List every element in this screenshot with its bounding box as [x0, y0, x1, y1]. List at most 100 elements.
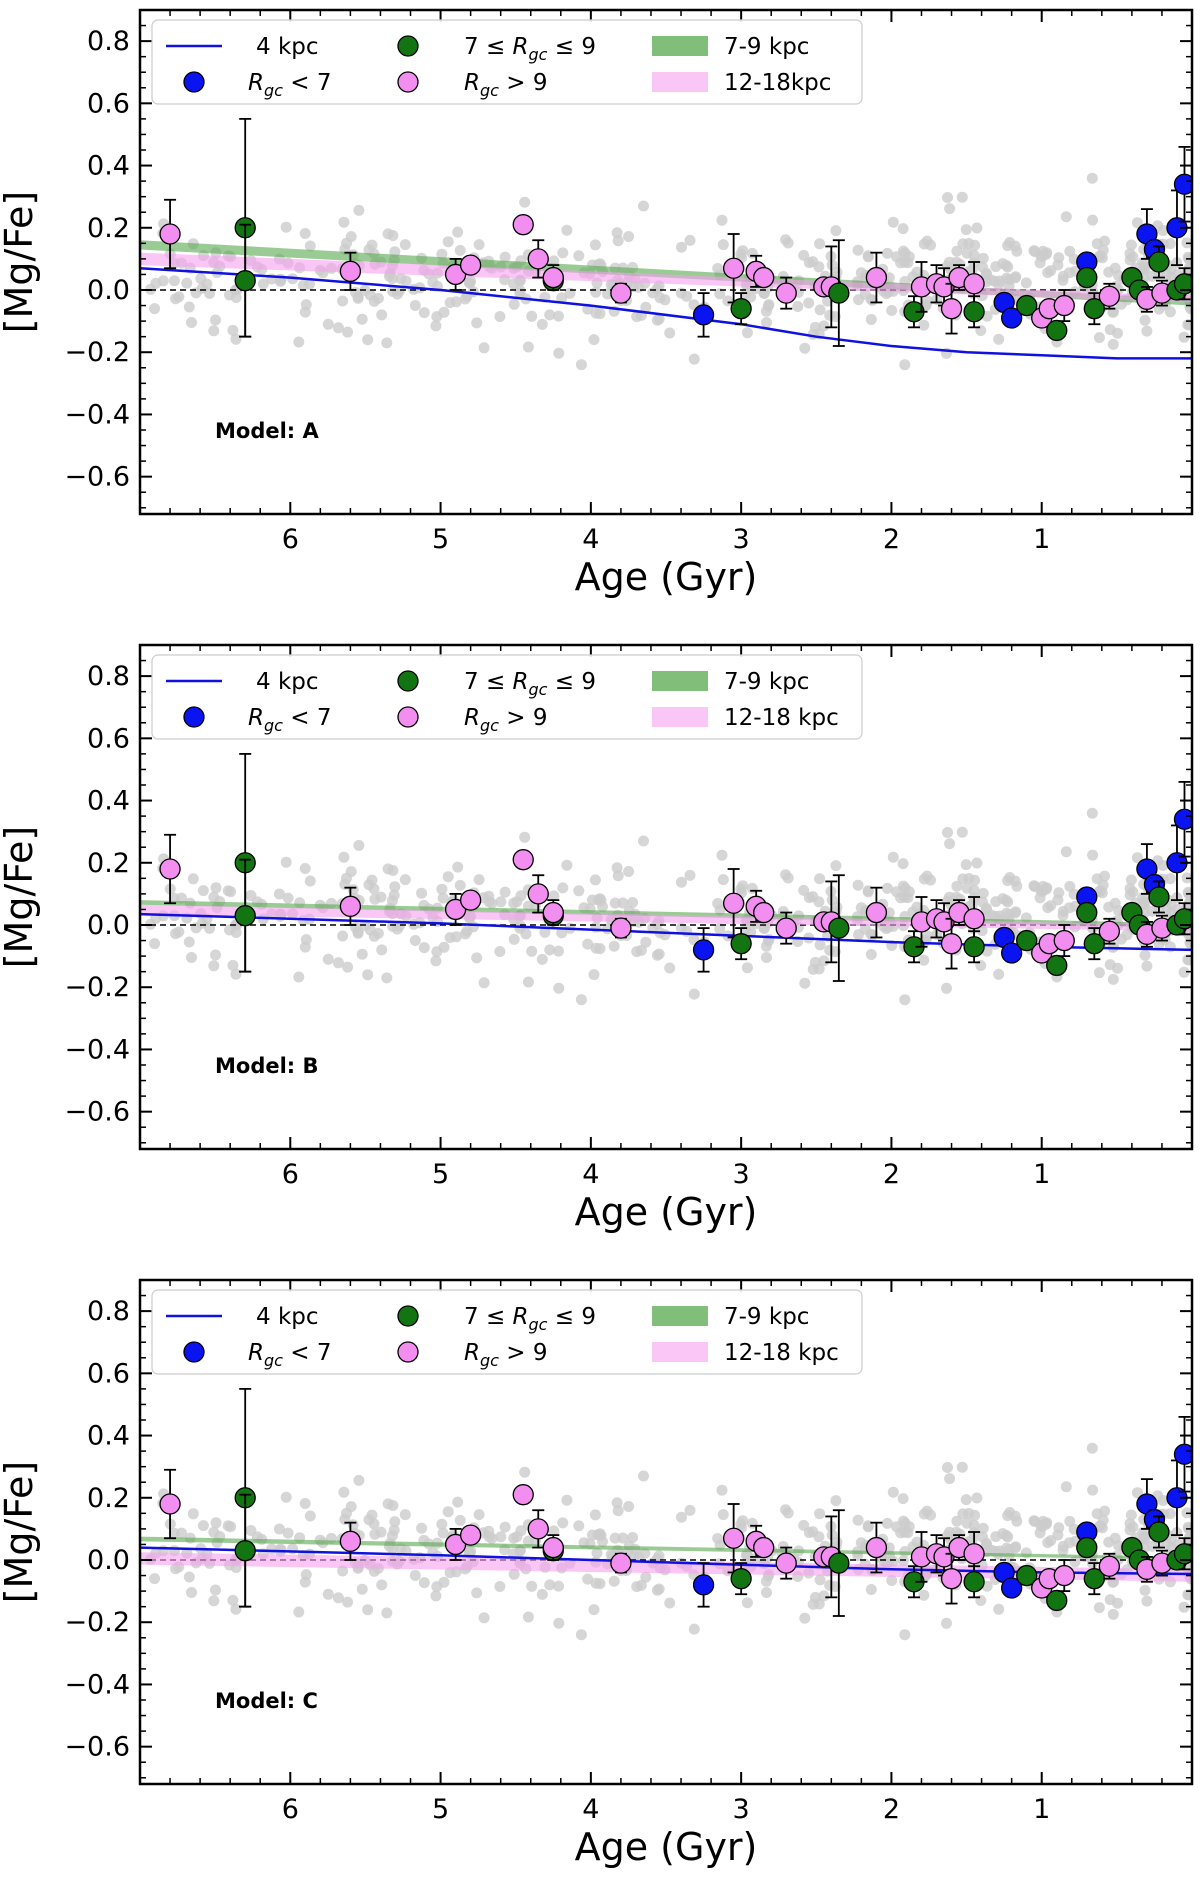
background-star-point	[714, 1539, 726, 1551]
plot-area	[140, 1387, 1192, 1641]
background-star-point	[186, 952, 197, 963]
background-star-point	[376, 1579, 388, 1591]
cluster-point	[459, 889, 482, 911]
cluster-point	[512, 214, 534, 236]
y-tick-label: −0.2	[64, 337, 130, 368]
cluster-point	[775, 917, 797, 939]
background-star-point	[1178, 1601, 1190, 1613]
background-star-point	[442, 871, 454, 883]
background-star-point	[971, 1492, 983, 1504]
background-star-point	[588, 969, 600, 981]
background-star-point	[519, 196, 531, 208]
x-tick-label: 4	[582, 524, 599, 555]
background-star-point	[299, 228, 311, 239]
y-tick-label: 0.8	[87, 1296, 130, 1327]
background-star-point	[807, 256, 819, 268]
background-star-point	[623, 866, 635, 877]
model-annotation: Model: B	[215, 1054, 319, 1078]
background-star-point	[499, 251, 511, 263]
y-axis-label: [Mg/Fe]	[0, 826, 41, 969]
background-star-point	[345, 1501, 357, 1513]
cluster-point	[159, 858, 181, 880]
background-star-point	[899, 882, 911, 894]
background-star-point	[322, 318, 334, 330]
background-star-point	[918, 319, 930, 331]
cluster-point	[234, 270, 256, 292]
background-star-point	[376, 944, 388, 956]
background-star-point	[971, 222, 983, 234]
background-star-point	[1064, 880, 1076, 892]
background-star-point	[922, 930, 934, 942]
legend-label: 4 kpc	[256, 34, 319, 60]
background-star-point	[536, 1588, 548, 1600]
background-star-point	[297, 280, 309, 291]
background-star-point	[627, 1532, 639, 1543]
background-star-point	[688, 353, 700, 365]
background-star-point	[676, 1511, 687, 1523]
background-star-point	[150, 277, 162, 289]
background-star-point	[676, 876, 687, 888]
background-star-point	[1146, 270, 1158, 282]
background-star-point	[921, 870, 933, 882]
y-tick-label: 0.6	[87, 88, 130, 119]
background-star-point	[818, 1590, 830, 1602]
background-star-point	[274, 1543, 286, 1555]
background-star-point	[400, 275, 412, 287]
background-star-point	[899, 994, 911, 1006]
background-star-point	[609, 1532, 621, 1544]
legend-swatch-band	[652, 72, 708, 92]
cluster-point	[542, 266, 564, 289]
background-star-point	[273, 888, 285, 900]
background-star-point	[186, 1587, 197, 1598]
background-star-point	[418, 942, 430, 954]
cluster-point	[459, 1524, 482, 1546]
background-star-point	[639, 1547, 651, 1559]
legend-swatch-marker	[183, 1341, 205, 1363]
background-star-point	[353, 204, 365, 216]
background-star-point	[741, 1597, 753, 1609]
background-star-point	[356, 948, 368, 960]
background-star-point	[887, 851, 899, 863]
background-star-point	[452, 226, 464, 238]
background-star-point	[760, 1575, 772, 1587]
background-star-point	[760, 305, 772, 317]
background-star-point	[852, 1514, 864, 1526]
background-star-point	[409, 300, 421, 311]
background-star-point	[471, 317, 483, 329]
background-star-point	[977, 887, 989, 899]
observed-clusters	[159, 117, 1192, 347]
cluster-point	[610, 917, 632, 939]
background-star-point	[799, 977, 811, 989]
background-star-point	[824, 944, 836, 956]
background-star-point	[376, 309, 388, 321]
x-tick-label: 6	[282, 524, 299, 555]
background-star-point	[956, 1461, 968, 1473]
cluster-point	[730, 1568, 752, 1590]
legend-label: 12-18 kpc	[724, 705, 839, 731]
background-star-point	[409, 935, 421, 946]
background-star-point	[941, 982, 952, 994]
legend-label: 12-18kpc	[724, 70, 831, 96]
background-star-point	[508, 298, 520, 310]
cluster-point	[512, 1484, 534, 1506]
background-star-point	[494, 1581, 506, 1592]
background-star-point	[508, 897, 520, 909]
background-star-point	[225, 886, 237, 898]
background-star-point	[1127, 251, 1139, 263]
background-star-point	[760, 940, 772, 952]
background-star-point	[688, 988, 700, 1000]
background-star-point	[368, 1518, 380, 1530]
background-star-point	[589, 1509, 601, 1521]
background-star-point	[557, 1517, 569, 1529]
legend-label: 7-9 kpc	[724, 669, 809, 695]
background-star-point	[1131, 852, 1143, 864]
background-star-point	[899, 359, 911, 371]
background-star-point	[1009, 1510, 1021, 1522]
background-star-point	[561, 859, 573, 871]
plot-area	[140, 117, 1192, 371]
legend-swatch-marker	[397, 1341, 419, 1363]
y-tick-label: −0.6	[64, 462, 130, 493]
background-star-point	[478, 342, 490, 354]
background-star-point	[798, 884, 810, 896]
background-star-point	[897, 223, 909, 235]
